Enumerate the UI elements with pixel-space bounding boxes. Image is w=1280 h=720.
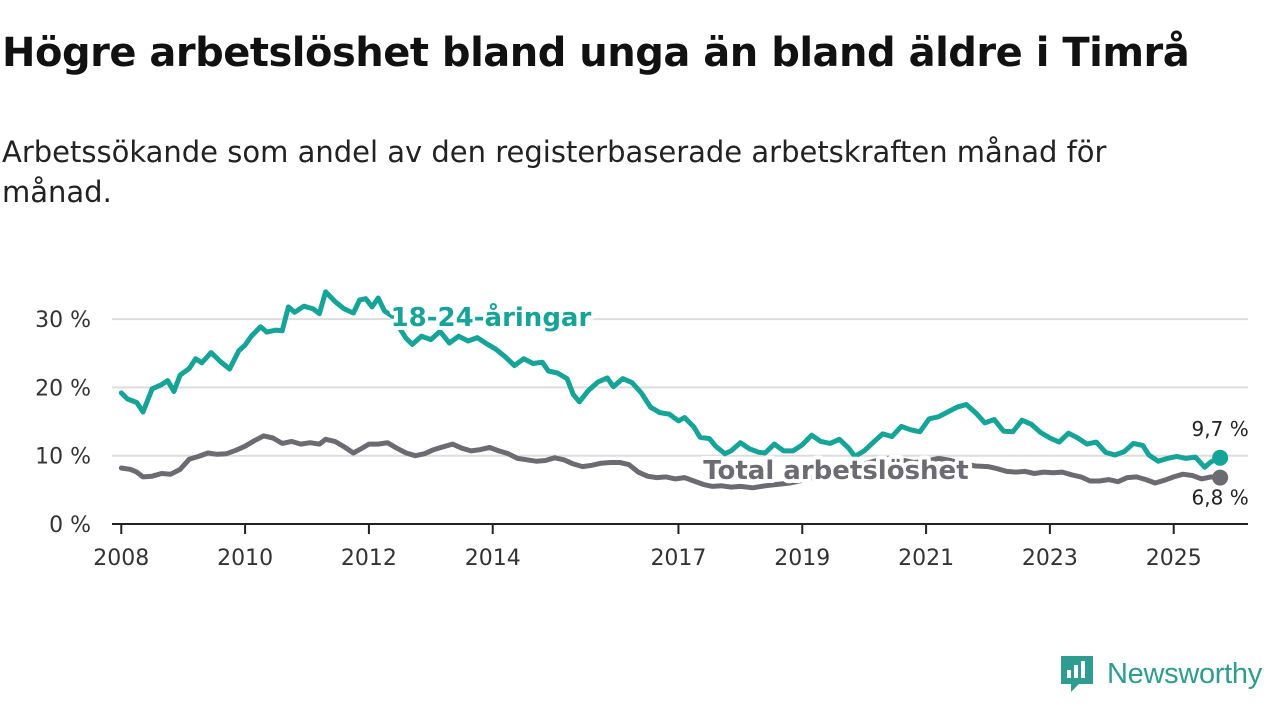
series-label-0: 18-24-åringar: [391, 301, 592, 333]
x-tick-label: 2023: [1022, 546, 1078, 571]
series-line-1: [121, 436, 1220, 488]
y-tick-label: 30 %: [35, 308, 91, 333]
y-tick-label: 0 %: [49, 513, 91, 538]
end-value-label-1: 6,8 %: [1192, 486, 1249, 510]
y-tick-label: 20 %: [35, 376, 91, 401]
series-label-1: Total arbetslöshet: [703, 456, 968, 486]
x-tick-label: 2012: [341, 546, 397, 571]
newsworthy-wordmark: Newsworthy: [1107, 658, 1262, 691]
newsworthy-logo-icon: [1059, 654, 1095, 694]
series-end-point-1: [1212, 470, 1228, 486]
line-chart: 0 % 10 % 20 % 30 % 2008 2010 2012 2014 2017 2019…: [0, 0, 1280, 720]
x-axis-ticks: 2008 2010 2012 2014 2017 2019 2021 2023 2025: [93, 524, 1201, 571]
x-tick-label: 2008: [93, 546, 149, 571]
x-tick-label: 2010: [217, 546, 273, 571]
end-value-label-0: 9,7 %: [1192, 417, 1249, 441]
y-tick-label: 10 %: [35, 445, 91, 470]
x-tick-label: 2017: [650, 546, 706, 571]
series-end-point-0: [1212, 450, 1228, 466]
x-tick-label: 2025: [1146, 546, 1202, 571]
series: [121, 292, 1228, 488]
newsworthy-logo[interactable]: Newsworthy: [1059, 654, 1262, 694]
x-tick-label: 2019: [774, 546, 830, 571]
y-axis-ticks: 0 % 10 % 20 % 30 %: [35, 308, 91, 538]
x-tick-label: 2021: [898, 546, 954, 571]
x-tick-label: 2014: [465, 546, 521, 571]
